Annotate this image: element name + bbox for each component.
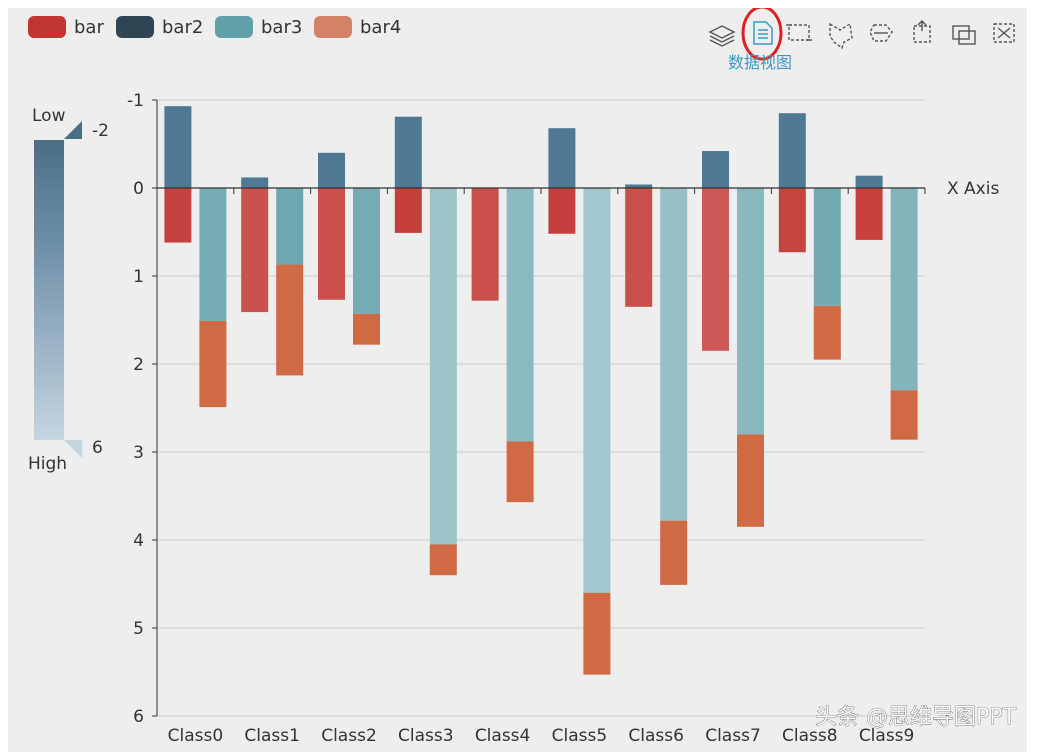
legend-label-bar2: bar2 <box>162 17 203 38</box>
visual-map-high-label: High <box>28 454 67 474</box>
layers-icon[interactable] <box>708 25 736 47</box>
x-tick-label: Class4 <box>475 726 531 746</box>
bar-bar2-Class1[interactable] <box>241 177 269 188</box>
legend-item-bar2[interactable]: bar2 <box>116 16 203 38</box>
x-tick-label: Class5 <box>552 726 608 746</box>
bar-bar-Class5[interactable] <box>548 188 576 234</box>
restore-icon[interactable] <box>993 23 1015 43</box>
visual-map-low-label: Low <box>32 106 66 126</box>
bar-bar2-Class0[interactable] <box>164 106 192 188</box>
bar-bar4-Class7[interactable] <box>737 434 764 527</box>
y-tick-label: 6 <box>133 707 144 727</box>
y-tick-label: 4 <box>133 531 144 551</box>
legend-label-bar: bar <box>74 17 104 38</box>
legend-label-bar4: bar4 <box>360 17 401 38</box>
bar-bar-Class4[interactable] <box>471 188 499 301</box>
bar-bar-Class0[interactable] <box>164 188 192 243</box>
visual-map-bottom-handle[interactable] <box>64 440 82 458</box>
y-tick-label: -1 <box>127 91 144 111</box>
y-tick-label: 2 <box>133 355 144 375</box>
bar-bar2-Class3[interactable] <box>394 116 422 188</box>
visual-map-min-text: -2 <box>92 121 109 141</box>
bar-bar3-Class2[interactable] <box>353 188 380 314</box>
x-tick-label: Class1 <box>244 726 300 746</box>
x-tick-label: Class6 <box>628 726 684 746</box>
bar-bar4-Class4[interactable] <box>506 441 534 503</box>
x-axis-name: X Axis <box>947 179 999 199</box>
bar-bar-Class8[interactable] <box>778 188 806 253</box>
bar-bar2-Class6[interactable] <box>625 184 653 188</box>
bar-bar-Class1[interactable] <box>241 188 269 313</box>
bar-bar4-Class9[interactable] <box>890 390 918 440</box>
bar-bar3-Class6[interactable] <box>660 188 688 521</box>
visual-map-max-text: 6 <box>92 438 103 458</box>
bar-bar4-Class2[interactable] <box>353 313 380 345</box>
y-tick-label: 1 <box>133 267 144 287</box>
bar-bar-Class9[interactable] <box>855 188 883 240</box>
legend-item-bar4[interactable]: bar4 <box>314 16 401 38</box>
x-tick-label: Class7 <box>705 726 761 746</box>
bar-bar-Class3[interactable] <box>394 188 422 233</box>
x-tick-label: Class9 <box>859 726 915 746</box>
legend-swatch-bar3 <box>215 16 253 38</box>
bar-bar2-Class9[interactable] <box>855 175 883 188</box>
keep-select-icon[interactable] <box>869 24 893 42</box>
y-tick-label: 3 <box>133 443 144 463</box>
legend-swatch-bar2 <box>116 16 154 38</box>
bar-bar3-Class8[interactable] <box>813 188 841 306</box>
bar-bar2-Class5[interactable] <box>548 128 576 188</box>
legend-label-bar3: bar3 <box>261 17 302 38</box>
bar-bar3-Class1[interactable] <box>276 188 304 265</box>
x-tick-label: Class0 <box>168 726 224 746</box>
bar-bar3-Class7[interactable] <box>737 188 764 435</box>
y-tick-label: 0 <box>133 179 144 199</box>
watermark: 头条 @思维导图PPT <box>815 705 1017 730</box>
zoom-icon[interactable] <box>952 25 976 45</box>
legend: bar bar2 bar3 bar4 <box>28 16 401 38</box>
visual-map: Low -2 6 High <box>28 106 109 474</box>
bar-bar2-Class2[interactable] <box>318 152 345 188</box>
legend-item-bar[interactable]: bar <box>28 16 104 38</box>
rect-select-icon[interactable] <box>786 24 812 41</box>
bars <box>164 106 918 675</box>
bar-bar2-Class7[interactable] <box>702 151 729 188</box>
data-view-icon[interactable] <box>741 8 783 61</box>
bar-bar3-Class4[interactable] <box>506 188 534 442</box>
toolbox: 数据视图 <box>708 8 1015 72</box>
bar-bar3-Class0[interactable] <box>199 188 227 321</box>
legend-item-bar3[interactable]: bar3 <box>215 16 302 38</box>
x-tick-label: Class3 <box>398 726 454 746</box>
legend-swatch-bar <box>28 16 66 38</box>
visual-map-top-handle[interactable] <box>64 121 82 139</box>
bar-bar3-Class9[interactable] <box>890 188 918 391</box>
bar-bar-Class7[interactable] <box>702 188 729 351</box>
bar-bar3-Class3[interactable] <box>429 188 457 545</box>
y-tick-label: 5 <box>133 619 144 639</box>
bar-bar4-Class5[interactable] <box>583 592 611 675</box>
bar-bar4-Class1[interactable] <box>276 264 304 376</box>
bar-bar3-Class5[interactable] <box>583 188 611 593</box>
bar-bar4-Class0[interactable] <box>199 320 227 408</box>
bar-bar-Class2[interactable] <box>318 188 345 300</box>
lasso-select-icon[interactable] <box>829 22 853 50</box>
bar-bar4-Class6[interactable] <box>660 520 688 585</box>
chart-container: bar bar2 bar3 bar4 <box>8 8 1027 752</box>
bar-bar2-Class8[interactable] <box>778 113 806 188</box>
bar-bar-Class6[interactable] <box>625 188 653 307</box>
x-tick-label: Class2 <box>321 726 377 746</box>
legend-swatch-bar4 <box>314 16 352 38</box>
data-view-label: 数据视图 <box>728 53 792 72</box>
highlight-circle <box>741 8 783 61</box>
visual-map-bar[interactable] <box>34 140 64 440</box>
x-tick-label: Class8 <box>782 726 838 746</box>
clear-select-icon[interactable] <box>913 20 931 43</box>
bar-bar4-Class8[interactable] <box>813 305 841 360</box>
axes: -1 0 1 2 3 4 5 6 X Axis Class0 Class1 Class2 Class3 C… <box>127 91 999 746</box>
chart-canvas: bar bar2 bar3 bar4 <box>28 8 1017 746</box>
bar-bar4-Class3[interactable] <box>429 544 457 576</box>
